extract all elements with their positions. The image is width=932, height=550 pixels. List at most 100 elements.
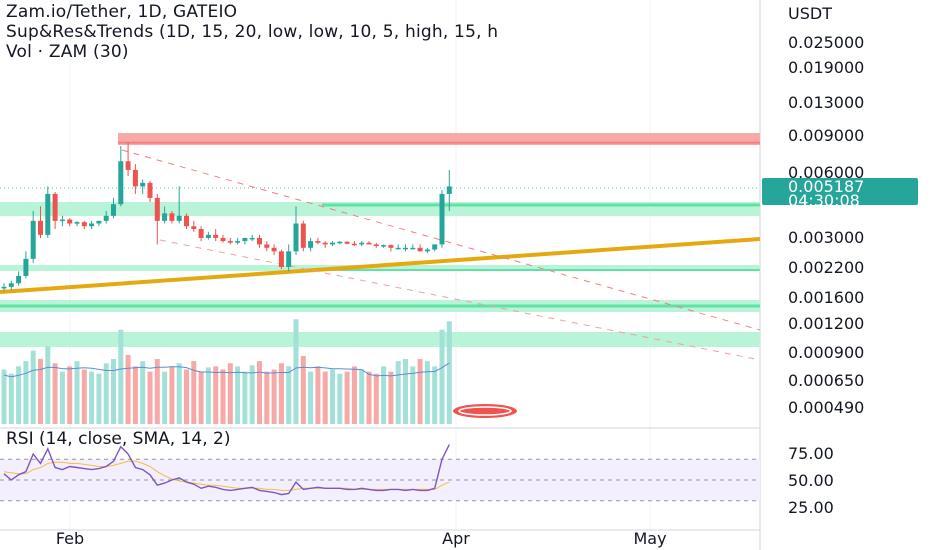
candle-body (125, 161, 131, 170)
candle[interactable] (242, 237, 248, 245)
candle[interactable] (81, 220, 87, 230)
price-axis[interactable]: 0.025000 0.019000 0.013000 0.009000 0.006000… (788, 33, 864, 517)
candle[interactable] (89, 220, 95, 230)
volume-bar (293, 319, 299, 424)
time-axis[interactable]: Feb Apr May (56, 529, 667, 548)
candle[interactable] (286, 244, 292, 272)
candle[interactable] (96, 220, 102, 227)
candle[interactable] (125, 142, 131, 177)
candle[interactable] (271, 244, 277, 256)
candle[interactable] (403, 244, 408, 252)
volume-bar (184, 369, 189, 424)
candle-body (446, 186, 452, 194)
candle[interactable] (16, 271, 22, 286)
candle-body (322, 242, 328, 245)
candle[interactable] (388, 244, 394, 252)
candle-body (154, 197, 160, 221)
candle-body (337, 241, 343, 244)
symbol-title[interactable]: Zam.io/Tether, 1D, GATEIO (6, 2, 238, 22)
candle[interactable] (322, 241, 328, 248)
candle[interactable] (169, 210, 175, 224)
candle-body (300, 223, 306, 248)
indicator-legend[interactable]: Sup&Res&Trends (1D, 15, 20, low, low, 10… (6, 22, 499, 42)
candle[interactable] (344, 241, 350, 245)
candle[interactable] (308, 237, 314, 252)
candle-body (45, 193, 51, 235)
candle[interactable] (417, 244, 423, 252)
candle[interactable] (191, 220, 197, 232)
candle[interactable] (249, 234, 255, 242)
rsi-legend[interactable]: RSI (14, close, SMA, 14, 2) (6, 429, 231, 449)
candle[interactable] (8, 280, 14, 291)
candle[interactable] (293, 206, 299, 256)
candle[interactable] (337, 241, 343, 245)
candle[interactable] (220, 234, 226, 243)
candle[interactable] (330, 241, 335, 247)
candle[interactable] (162, 206, 168, 224)
candle[interactable] (351, 241, 357, 247)
candle[interactable] (395, 244, 401, 250)
candle[interactable] (410, 244, 416, 250)
candle-body (96, 220, 102, 224)
candle[interactable] (176, 186, 182, 224)
candle[interactable] (381, 244, 387, 248)
candle[interactable] (213, 229, 219, 242)
candle[interactable] (1, 283, 7, 292)
volume-bar (154, 359, 160, 424)
candle[interactable] (147, 181, 153, 203)
candle[interactable] (59, 215, 65, 227)
candle[interactable] (235, 237, 241, 245)
candlesticks[interactable] (1, 142, 452, 292)
support-zone-mid (0, 265, 760, 271)
candle-body (315, 241, 321, 243)
candle[interactable] (300, 220, 306, 252)
candle-body (439, 193, 445, 245)
candle-body (410, 247, 416, 250)
candle[interactable] (154, 193, 160, 245)
candle-body (169, 213, 175, 221)
candle[interactable] (424, 247, 430, 254)
rsi-line (3, 444, 450, 496)
candle[interactable] (264, 241, 270, 252)
candle[interactable] (315, 237, 321, 245)
exchange-logo-ring (458, 406, 512, 416)
candle[interactable] (439, 190, 445, 248)
candle[interactable] (45, 186, 51, 238)
candle[interactable] (205, 231, 211, 240)
volume-bar (74, 361, 80, 424)
candle[interactable] (132, 164, 138, 194)
candle[interactable] (184, 213, 189, 230)
candle[interactable] (359, 241, 365, 247)
volume-bar (111, 359, 116, 424)
candle[interactable] (67, 218, 73, 227)
candle[interactable] (257, 234, 262, 248)
candle[interactable] (140, 179, 146, 194)
candle[interactable] (446, 169, 452, 211)
candle[interactable] (432, 244, 438, 252)
candle-body (205, 234, 211, 238)
candle[interactable] (30, 210, 36, 263)
candle-body (162, 213, 168, 221)
candle[interactable] (38, 206, 43, 238)
candle[interactable] (118, 146, 124, 207)
volume-legend[interactable]: Vol · ZAM (30) (6, 42, 129, 62)
candle[interactable] (198, 226, 204, 242)
candle-body (1, 286, 7, 289)
volume-bar (16, 366, 22, 424)
candle-body (8, 283, 14, 287)
volume-bar (162, 371, 168, 424)
candle[interactable] (103, 210, 109, 224)
candle[interactable] (74, 220, 80, 227)
price-tick-label: 0.002200 (788, 258, 864, 277)
candle-body (351, 243, 357, 246)
candle[interactable] (23, 251, 29, 279)
candle[interactable] (278, 249, 284, 270)
volume-bar (278, 363, 284, 424)
candle[interactable] (227, 237, 233, 245)
candle[interactable] (111, 197, 116, 219)
candle[interactable] (366, 241, 372, 245)
candle[interactable] (373, 242, 379, 248)
volume-bar (424, 361, 430, 424)
candle[interactable] (52, 191, 58, 230)
